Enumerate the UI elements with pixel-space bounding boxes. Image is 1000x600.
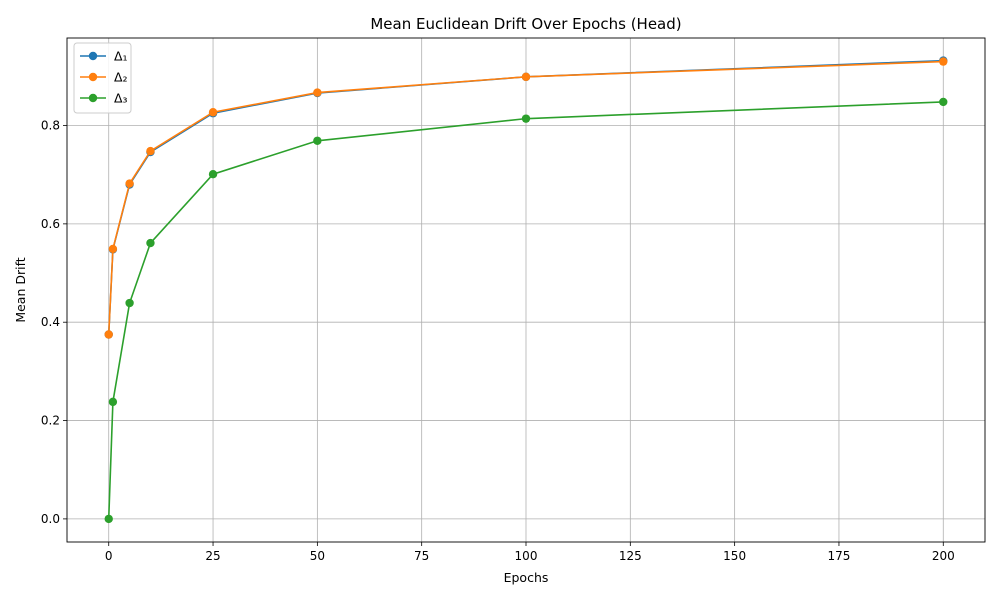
y-tick-label: 0.4 (41, 315, 60, 329)
data-point (939, 97, 948, 107)
legend-item: Δ₁ (80, 49, 128, 64)
data-point (104, 514, 113, 524)
data-point (125, 298, 134, 308)
y-axis-ticks: 0.0 0.2 0.4 0.6 0.8 (41, 119, 67, 526)
y-tick-label: 0.2 (41, 414, 60, 428)
y-tick-label: 0.8 (41, 119, 60, 133)
data-point (208, 170, 218, 179)
data-point (521, 114, 531, 123)
chart-title: Mean Euclidean Drift Over Epochs (Head) (370, 15, 681, 33)
x-axis-label: Epochs (504, 570, 549, 585)
legend-swatch-marker (88, 93, 98, 103)
legend: Δ₁ Δ₂ Δ₃ (73, 42, 132, 114)
data-point (146, 238, 155, 248)
y-tick-label: 0.6 (41, 217, 60, 231)
data-point (108, 244, 118, 254)
data-point (313, 88, 322, 97)
x-tick-label: 100 (515, 549, 538, 563)
x-tick-label: 125 (619, 549, 642, 563)
legend-swatch-marker (88, 72, 98, 82)
grid (67, 38, 985, 542)
series-line (107, 101, 944, 519)
x-tick-label: 200 (932, 549, 955, 563)
x-tick-label: 75 (414, 549, 429, 563)
x-tick-label: 0 (105, 549, 113, 563)
data-point (208, 108, 218, 117)
x-tick-label: 150 (723, 549, 746, 563)
x-tick-label: 50 (310, 549, 325, 563)
x-axis-ticks: 0 25 50 75 100 125 150 175 200 (105, 542, 955, 563)
legend-label: Δ₂ (114, 70, 128, 85)
legend-swatch-marker (88, 51, 98, 61)
series-2 (104, 57, 948, 339)
legend-label: Δ₃ (114, 91, 128, 106)
x-tick-label: 175 (828, 549, 851, 563)
data-point (939, 57, 948, 66)
x-tick-label: 25 (205, 549, 220, 563)
series-line (107, 60, 944, 335)
legend-item: Δ₃ (80, 91, 128, 106)
legend-box (73, 42, 132, 114)
data-point (104, 330, 113, 339)
data-point (313, 136, 322, 145)
data-point (125, 179, 134, 188)
series-3 (104, 97, 948, 524)
data-point (521, 72, 531, 82)
y-axis-label: Mean Drift (13, 257, 28, 322)
plot-frame (66, 37, 986, 543)
legend-item: Δ₂ (80, 70, 128, 85)
data-point (146, 146, 155, 156)
series-lines (104, 56, 948, 524)
y-tick-label: 0.0 (41, 512, 60, 526)
legend-label: Δ₁ (114, 49, 128, 64)
data-point (108, 397, 118, 407)
